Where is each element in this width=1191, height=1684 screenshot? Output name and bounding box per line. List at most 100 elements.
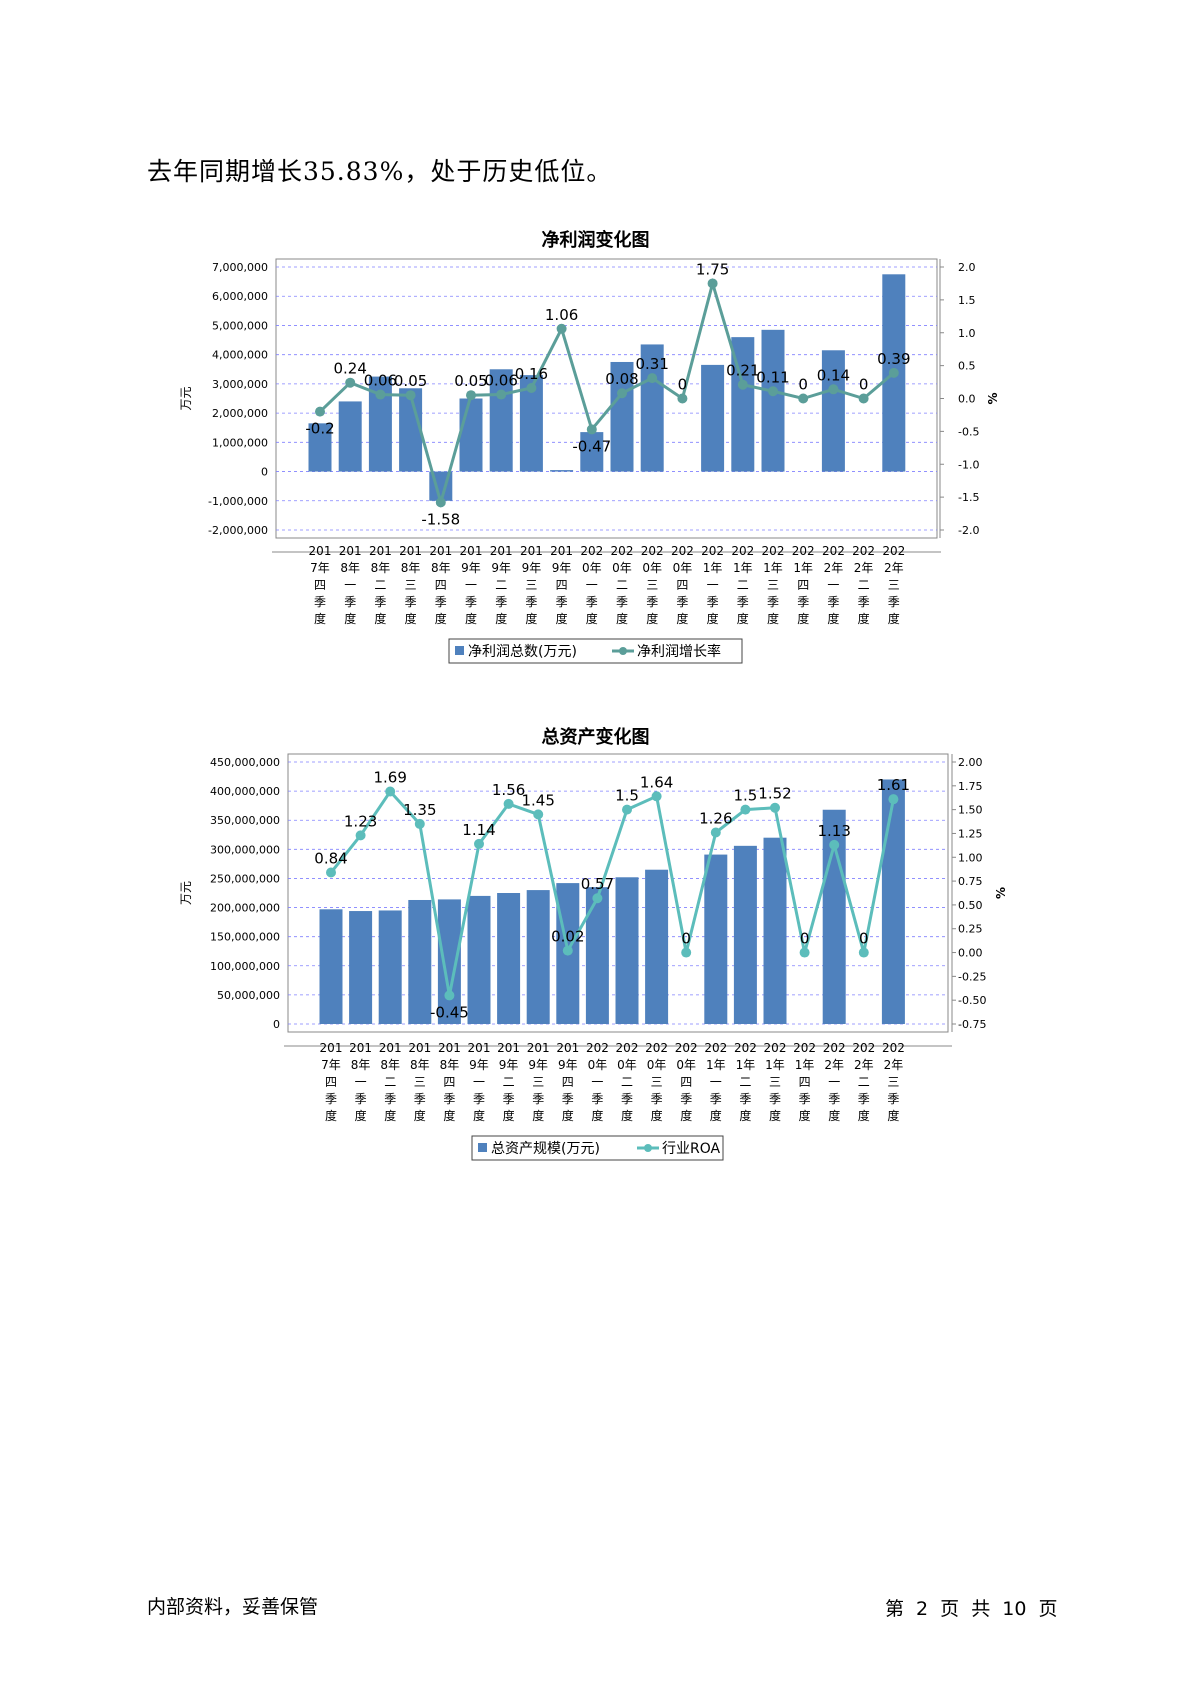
category-tick-label: 四: [797, 578, 809, 592]
legend-box: [471, 1135, 724, 1161]
category-tick-label: 1年: [706, 1058, 726, 1072]
right-axis-tick-label: -2.0: [958, 524, 979, 537]
net-profit-chart-title: 净利润变化图: [541, 230, 650, 251]
series-point: [770, 802, 780, 813]
category-tick-label: 季: [344, 595, 356, 609]
series-point: [707, 278, 718, 289]
data-label: 0.05: [454, 372, 487, 390]
left-axis-tick-label: 6,000,000: [212, 290, 268, 303]
left-axis-tick-label: 450,000,000: [210, 756, 280, 769]
category-tick-label: 度: [737, 611, 749, 626]
category-tick-label: 201: [320, 1041, 343, 1055]
left-axis-tick-label: 250,000,000: [210, 872, 280, 885]
category-tick-label: 1年: [795, 1058, 815, 1072]
left-axis-title: 万元: [179, 386, 193, 410]
category-tick-label: 2年: [854, 1058, 874, 1072]
category-tick-label: 一: [586, 578, 598, 592]
category-tick-label: 202: [704, 1041, 727, 1055]
footer-page-number: 第 2 页 共 10 页: [885, 1598, 1058, 1620]
category-tick-label: 季: [443, 1092, 455, 1106]
bar: [640, 344, 664, 472]
category-tick-label: 201: [379, 1041, 402, 1055]
bar: [645, 869, 669, 1024]
category-tick-label: 度: [799, 1108, 811, 1123]
plot-frame: [287, 753, 949, 1033]
series-point: [496, 389, 507, 400]
category-tick-label: 202: [764, 1041, 787, 1055]
legend-bar-swatch: [455, 646, 464, 655]
category-tick-label: 度: [465, 611, 477, 626]
category-tick-label: 四: [799, 1075, 811, 1089]
category-tick-label: 度: [827, 611, 839, 626]
left-axis-tick-label: 5,000,000: [212, 319, 268, 332]
category-tick-label: 四: [562, 1075, 574, 1089]
category-tick-label: 季: [858, 1092, 870, 1106]
category-tick-label: 季: [769, 1092, 781, 1106]
category-tick-label: 二: [503, 1075, 515, 1089]
category-tick-label: 8年: [410, 1058, 430, 1072]
legend-box: [448, 638, 743, 664]
data-label: 0.84: [314, 850, 347, 868]
category-tick-label: 2年: [824, 1058, 844, 1072]
right-axis-title: %: [994, 887, 1008, 899]
category-tick-label: 0年: [617, 1058, 637, 1072]
series-point: [647, 373, 658, 384]
category-tick-label: 8年: [351, 1058, 371, 1072]
bar: [459, 398, 483, 472]
category-tick-label: 202: [701, 544, 724, 558]
right-axis-tick-label: -1.5: [958, 491, 979, 504]
right-axis-tick-label: 1.5: [958, 294, 976, 307]
right-axis-tick-label: 0.75: [958, 875, 983, 888]
category-tick-label: 2年: [884, 561, 904, 575]
right-axis-tick-label: 1.50: [958, 804, 983, 817]
category-tick-label: 201: [309, 544, 332, 558]
data-label: 0: [798, 376, 808, 394]
data-label: 1.23: [344, 812, 377, 830]
category-tick-label: 二: [384, 1075, 396, 1089]
category-tick-label: 四: [676, 578, 688, 592]
category-tick-label: 四: [435, 578, 447, 592]
series-point: [435, 497, 446, 508]
bar: [821, 350, 845, 472]
series-point: [345, 377, 356, 388]
category-tick-label: 202: [671, 544, 694, 558]
category-tick-label: 二: [858, 578, 870, 592]
category-tick-label: 二: [621, 1075, 633, 1089]
right-axis-tick-label: -0.5: [958, 425, 979, 438]
category-tick-label: 1年: [736, 1058, 756, 1072]
left-axis-tick-label: 400,000,000: [210, 785, 280, 798]
category-tick-label: 四: [556, 578, 568, 592]
category-tick-label: 0年: [673, 561, 693, 575]
series-point: [798, 393, 809, 404]
series-point: [888, 367, 899, 378]
data-label: 0.11: [756, 368, 789, 386]
series-point: [828, 384, 839, 395]
data-label: 1.5: [733, 787, 757, 805]
category-tick-label: 2年: [884, 1058, 904, 1072]
category-tick-label: 9年: [528, 1058, 548, 1072]
category-tick-label: 度: [739, 1108, 751, 1123]
right-axis-tick-label: 0.00: [958, 947, 983, 960]
left-axis-tick-label: -1,000,000: [208, 495, 268, 508]
category-tick-label: 季: [827, 595, 839, 609]
category-tick-label: 二: [616, 578, 628, 592]
total-assets-chart: 0 50,000,000 100,000,000 150,000,000 200,000…: [179, 753, 1008, 1161]
data-label: 1.35: [403, 801, 436, 819]
data-label: 0.02: [551, 928, 584, 946]
plot-frame: [275, 258, 938, 539]
category-tick-label: 201: [527, 1041, 550, 1055]
right-axis-tick-label: 1.25: [958, 827, 983, 840]
legend-bar-label: 净利润总数(万元): [468, 644, 577, 660]
series-point: [385, 786, 396, 797]
category-tick-label: 季: [473, 1092, 485, 1106]
category-tick-label: 一: [473, 1075, 485, 1089]
category-tick-label: 9年: [469, 1058, 489, 1072]
category-tick-label: 202: [852, 544, 875, 558]
left-axis-tick-label: 0: [273, 1018, 280, 1031]
left-axis-tick-label: 1,000,000: [212, 436, 268, 449]
category-tick-label: 季: [374, 595, 386, 609]
category-tick-label: 度: [769, 1108, 781, 1123]
data-label: 1.69: [373, 769, 406, 787]
bar: [585, 887, 609, 1024]
category-tick-label: 三: [767, 578, 779, 592]
